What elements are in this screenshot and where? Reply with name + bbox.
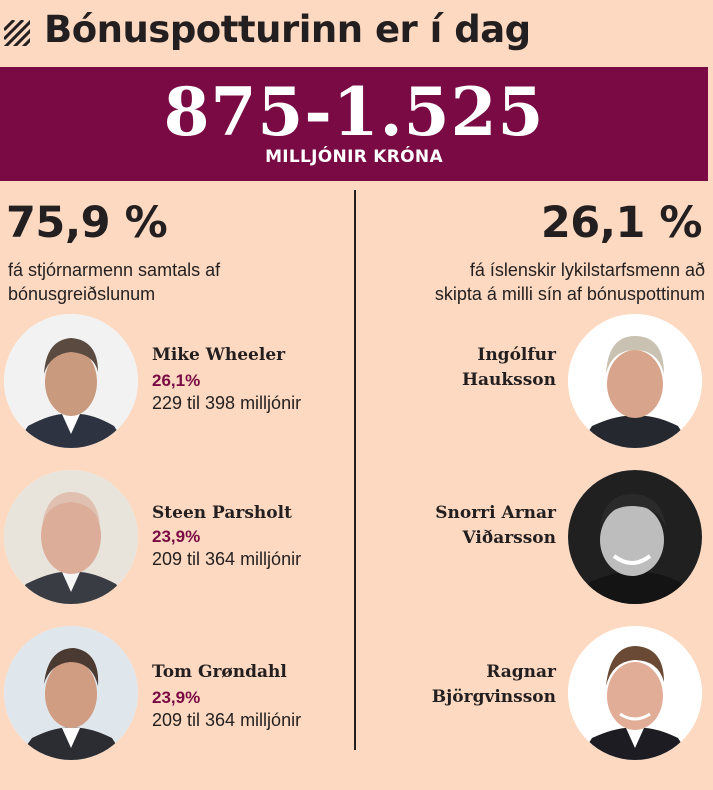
column-divider — [354, 190, 356, 750]
left-description: fá stjórnarmenn samtals af bónusgreiðslu… — [8, 258, 308, 306]
person-range: 209 til 364 milljónir — [152, 549, 302, 569]
person-name-line2: Björgvinsson — [431, 687, 556, 707]
person-name-line2: Viðarsson — [462, 528, 557, 548]
person-share: 26,1% — [152, 371, 201, 390]
right-percent: 26,1 % — [540, 198, 703, 248]
hatch-icon — [4, 20, 30, 46]
portrait-photo-icon — [568, 314, 702, 448]
person-range: 229 til 398 milljónir — [152, 393, 302, 413]
person-name-line1: Snorri Arnar — [435, 503, 556, 523]
left-description-line2: bónusgreiðslunum — [8, 284, 156, 304]
person-name: Tom Grøndahl — [152, 662, 287, 682]
banner-amount: 875-1.525 — [163, 73, 545, 151]
person-name: Steen Parsholt — [152, 503, 292, 523]
portrait-photo-icon — [568, 626, 702, 760]
portrait-photo-icon — [4, 470, 138, 604]
right-description-line2: skipta á milli sín af bónuspottinum — [434, 284, 705, 304]
amount-banner — [0, 67, 708, 181]
person-name-line2: Hauksson — [461, 370, 556, 390]
left-description-line1: fá stjórnarmenn samtals af — [8, 260, 221, 280]
banner-unit: MILLJÓNIR KRÓNA — [265, 147, 443, 167]
person-name: Snorri Arnar Viðarsson — [435, 501, 556, 551]
portrait-photo-icon — [4, 626, 138, 760]
right-description: fá íslenskir lykilstarfsmenn að skipta á… — [375, 258, 705, 306]
person-name-line1: Ragnar — [486, 662, 556, 682]
person-share: 23,9% — [152, 527, 201, 546]
person-share: 23,9% — [152, 688, 201, 707]
person-name: Ingólfur Hauksson — [462, 343, 556, 393]
page-title: Bónuspotturinn er í dag — [44, 8, 531, 51]
right-description-line1: fá íslenskir lykilstarfsmenn að — [469, 260, 705, 280]
person-name: Mike Wheeler — [152, 345, 286, 365]
portrait-photo-icon — [568, 470, 702, 604]
left-percent: 75,9 % — [6, 198, 168, 248]
header: Bónuspotturinn er í dag — [0, 0, 713, 62]
person-range: 209 til 364 milljónir — [152, 710, 302, 730]
portrait-photo-icon — [4, 314, 138, 448]
person-name-line1: Ingólfur — [477, 345, 556, 365]
person-name: Ragnar Björgvinsson — [432, 660, 556, 710]
